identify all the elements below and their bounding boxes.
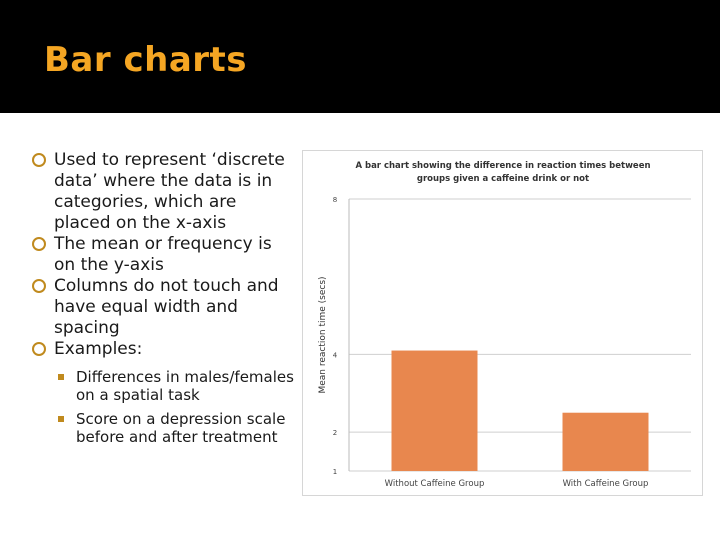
bullet-text: Examples: [54, 339, 143, 359]
circle-bullet-icon [32, 342, 46, 356]
square-bullet-icon [58, 374, 64, 380]
bar [562, 412, 649, 471]
y-tick-label: 4 [333, 351, 338, 359]
y-tick-label: 2 [333, 429, 337, 437]
x-tick-label: Without Caffeine Group [385, 479, 485, 489]
sub-bullet-item: Differences in males/females on a spatia… [22, 368, 297, 404]
square-bullet-icon [58, 416, 64, 422]
bar-chart: A bar chart showing the difference in re… [318, 161, 691, 489]
bullet-item: Examples: [22, 339, 297, 360]
y-tick-label: 1 [333, 468, 337, 476]
title-bar [0, 0, 720, 113]
circle-bullet-icon [32, 279, 46, 293]
bullet-list: Used to represent ‘discrete data’ where … [22, 150, 297, 452]
sub-bullet-text: Differences in males/females on a spatia… [76, 368, 294, 404]
bullet-text: Used to represent ‘discrete data’ where … [54, 150, 285, 233]
bullet-text: Columns do not touch and have equal widt… [54, 276, 279, 338]
y-axis-label: Mean reaction time (secs) [318, 276, 328, 393]
circle-bullet-icon [32, 153, 46, 167]
x-tick-label: With Caffeine Group [563, 479, 649, 489]
chart-container: A bar chart showing the difference in re… [302, 150, 703, 496]
bar [391, 350, 478, 471]
y-tick-label: 8 [333, 196, 337, 204]
chart-title-line-1: A bar chart showing the difference in re… [355, 161, 650, 171]
bullet-item: Used to represent ‘discrete data’ where … [22, 150, 297, 234]
sub-bullet-item: Score on a depression scale before and a… [22, 410, 297, 446]
sub-bullet-list: Differences in males/females on a spatia… [22, 368, 297, 446]
slide-title: Bar charts [44, 40, 248, 80]
chart-title-line-2: groups given a caffeine drink or not [417, 174, 589, 184]
bullet-item: Columns do not touch and have equal widt… [22, 276, 297, 339]
sub-bullet-text: Score on a depression scale before and a… [76, 410, 286, 446]
bullet-item: The mean or frequency is on the y-axis [22, 234, 297, 276]
circle-bullet-icon [32, 237, 46, 251]
bullet-text: The mean or frequency is on the y-axis [54, 234, 272, 275]
